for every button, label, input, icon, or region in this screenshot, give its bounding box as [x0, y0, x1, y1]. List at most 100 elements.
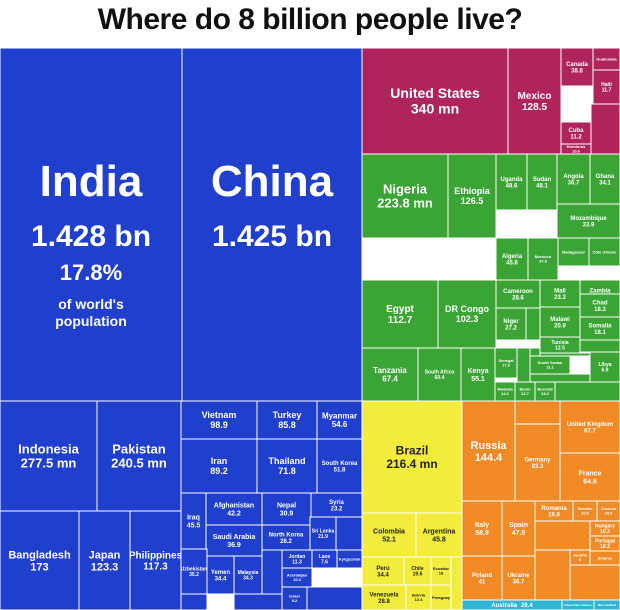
country-label: Saudi Arabia — [213, 534, 256, 541]
cell-rect-saudi-arabia — [205, 524, 263, 557]
cell-rect-mozambique — [556, 203, 620, 239]
population-label: 102.3 — [456, 314, 479, 324]
country-label: Canada — [566, 62, 588, 68]
cell-rect-ethiopia — [447, 153, 497, 239]
country-label: Peru — [376, 566, 390, 572]
cell-rect-canada — [560, 47, 594, 87]
filler-cell-europe — [569, 564, 620, 601]
population-label: 11.2 — [570, 134, 582, 140]
chart-title: Where do 8 billion people live? — [97, 3, 523, 36]
cell-rect-pakistan — [96, 400, 182, 512]
cell-rect-united-states — [361, 47, 509, 155]
country-label: Belarus — [598, 555, 613, 560]
cell-rect-guatemala — [592, 47, 620, 71]
population-label: 55.1 — [471, 376, 485, 383]
population-label: 123.3 — [91, 561, 119, 573]
cell-rect-china — [181, 47, 363, 402]
country-label: Algeria — [502, 254, 523, 260]
country-label: Tunisia — [551, 340, 568, 346]
population-label: 12.7 — [521, 391, 530, 396]
cell-rect-egypt — [361, 279, 439, 349]
population-label: 36.7 — [568, 180, 580, 186]
cell-rect-argentina — [415, 512, 463, 558]
country-label: Benin — [519, 387, 531, 392]
population-label: 128.5 — [522, 102, 547, 113]
country-label: South Korea — [322, 461, 358, 467]
india-share-note: 17.8% of world's population — [55, 260, 127, 329]
filler-cell-asia — [233, 593, 283, 610]
country-label: India — [40, 157, 143, 206]
country-label: Laos — [319, 554, 331, 560]
country-label: South Africa — [425, 370, 455, 376]
population-label: 47.5 — [512, 530, 526, 537]
country-label: Venezuela — [369, 592, 399, 598]
country-label: North Korea — [269, 532, 304, 538]
population-label: 14.1 — [501, 391, 510, 396]
country-label: Czechia — [601, 506, 617, 511]
population-label: 67.4 — [382, 375, 398, 384]
cell-papua-new-guinea: Papua New Guinea — [561, 599, 595, 610]
country-label: Malawi — [550, 317, 570, 323]
cell-rect-tanzania — [361, 347, 419, 402]
cell-india: India 1.428 bn 17.8% of world's population — [0, 47, 183, 402]
country-name: Australia — [491, 603, 517, 609]
country-label: China — [211, 157, 334, 206]
country-label: Uganda — [500, 177, 523, 183]
population-label: 89.2 — [210, 466, 228, 476]
country-label: Angola — [563, 174, 584, 180]
country-label: Pakistan — [112, 441, 166, 456]
population-label: 1.425 bn — [212, 220, 332, 253]
population-label: 10.2 — [600, 529, 610, 535]
population-label: 36.9 — [227, 542, 241, 549]
country-label: Iran — [211, 456, 228, 466]
cell-belarus: Belarus — [589, 550, 620, 566]
population-label: 26.2 — [280, 539, 292, 545]
country-label: Tanzania — [373, 366, 407, 375]
filler-cell-africa — [579, 339, 620, 353]
cell-rect-south-korea — [316, 438, 363, 494]
population-label: 85.8 — [278, 420, 296, 430]
cell-rect-niger — [495, 307, 527, 341]
country-label: Austria — [573, 553, 588, 558]
cell-rect-ukraine — [501, 555, 536, 601]
population-label: 216.4 mn — [386, 457, 437, 471]
cell-rect-japan — [78, 510, 131, 610]
country-label: Burundi — [537, 387, 552, 392]
population-label: 71.8 — [278, 466, 296, 476]
population-label: 11.7 — [602, 88, 612, 94]
population-label: 45.5 — [187, 522, 201, 529]
population-label: 83.3 — [532, 464, 544, 470]
population-label: 28.6 — [512, 295, 524, 301]
country-label: Honduras — [567, 144, 586, 149]
country-label: Yemen — [211, 570, 231, 576]
country-label: Mexico — [518, 91, 552, 102]
country-label: Russia — [470, 440, 507, 452]
population-label: 10.5 — [605, 511, 614, 516]
population-label: 52.1 — [382, 536, 396, 543]
